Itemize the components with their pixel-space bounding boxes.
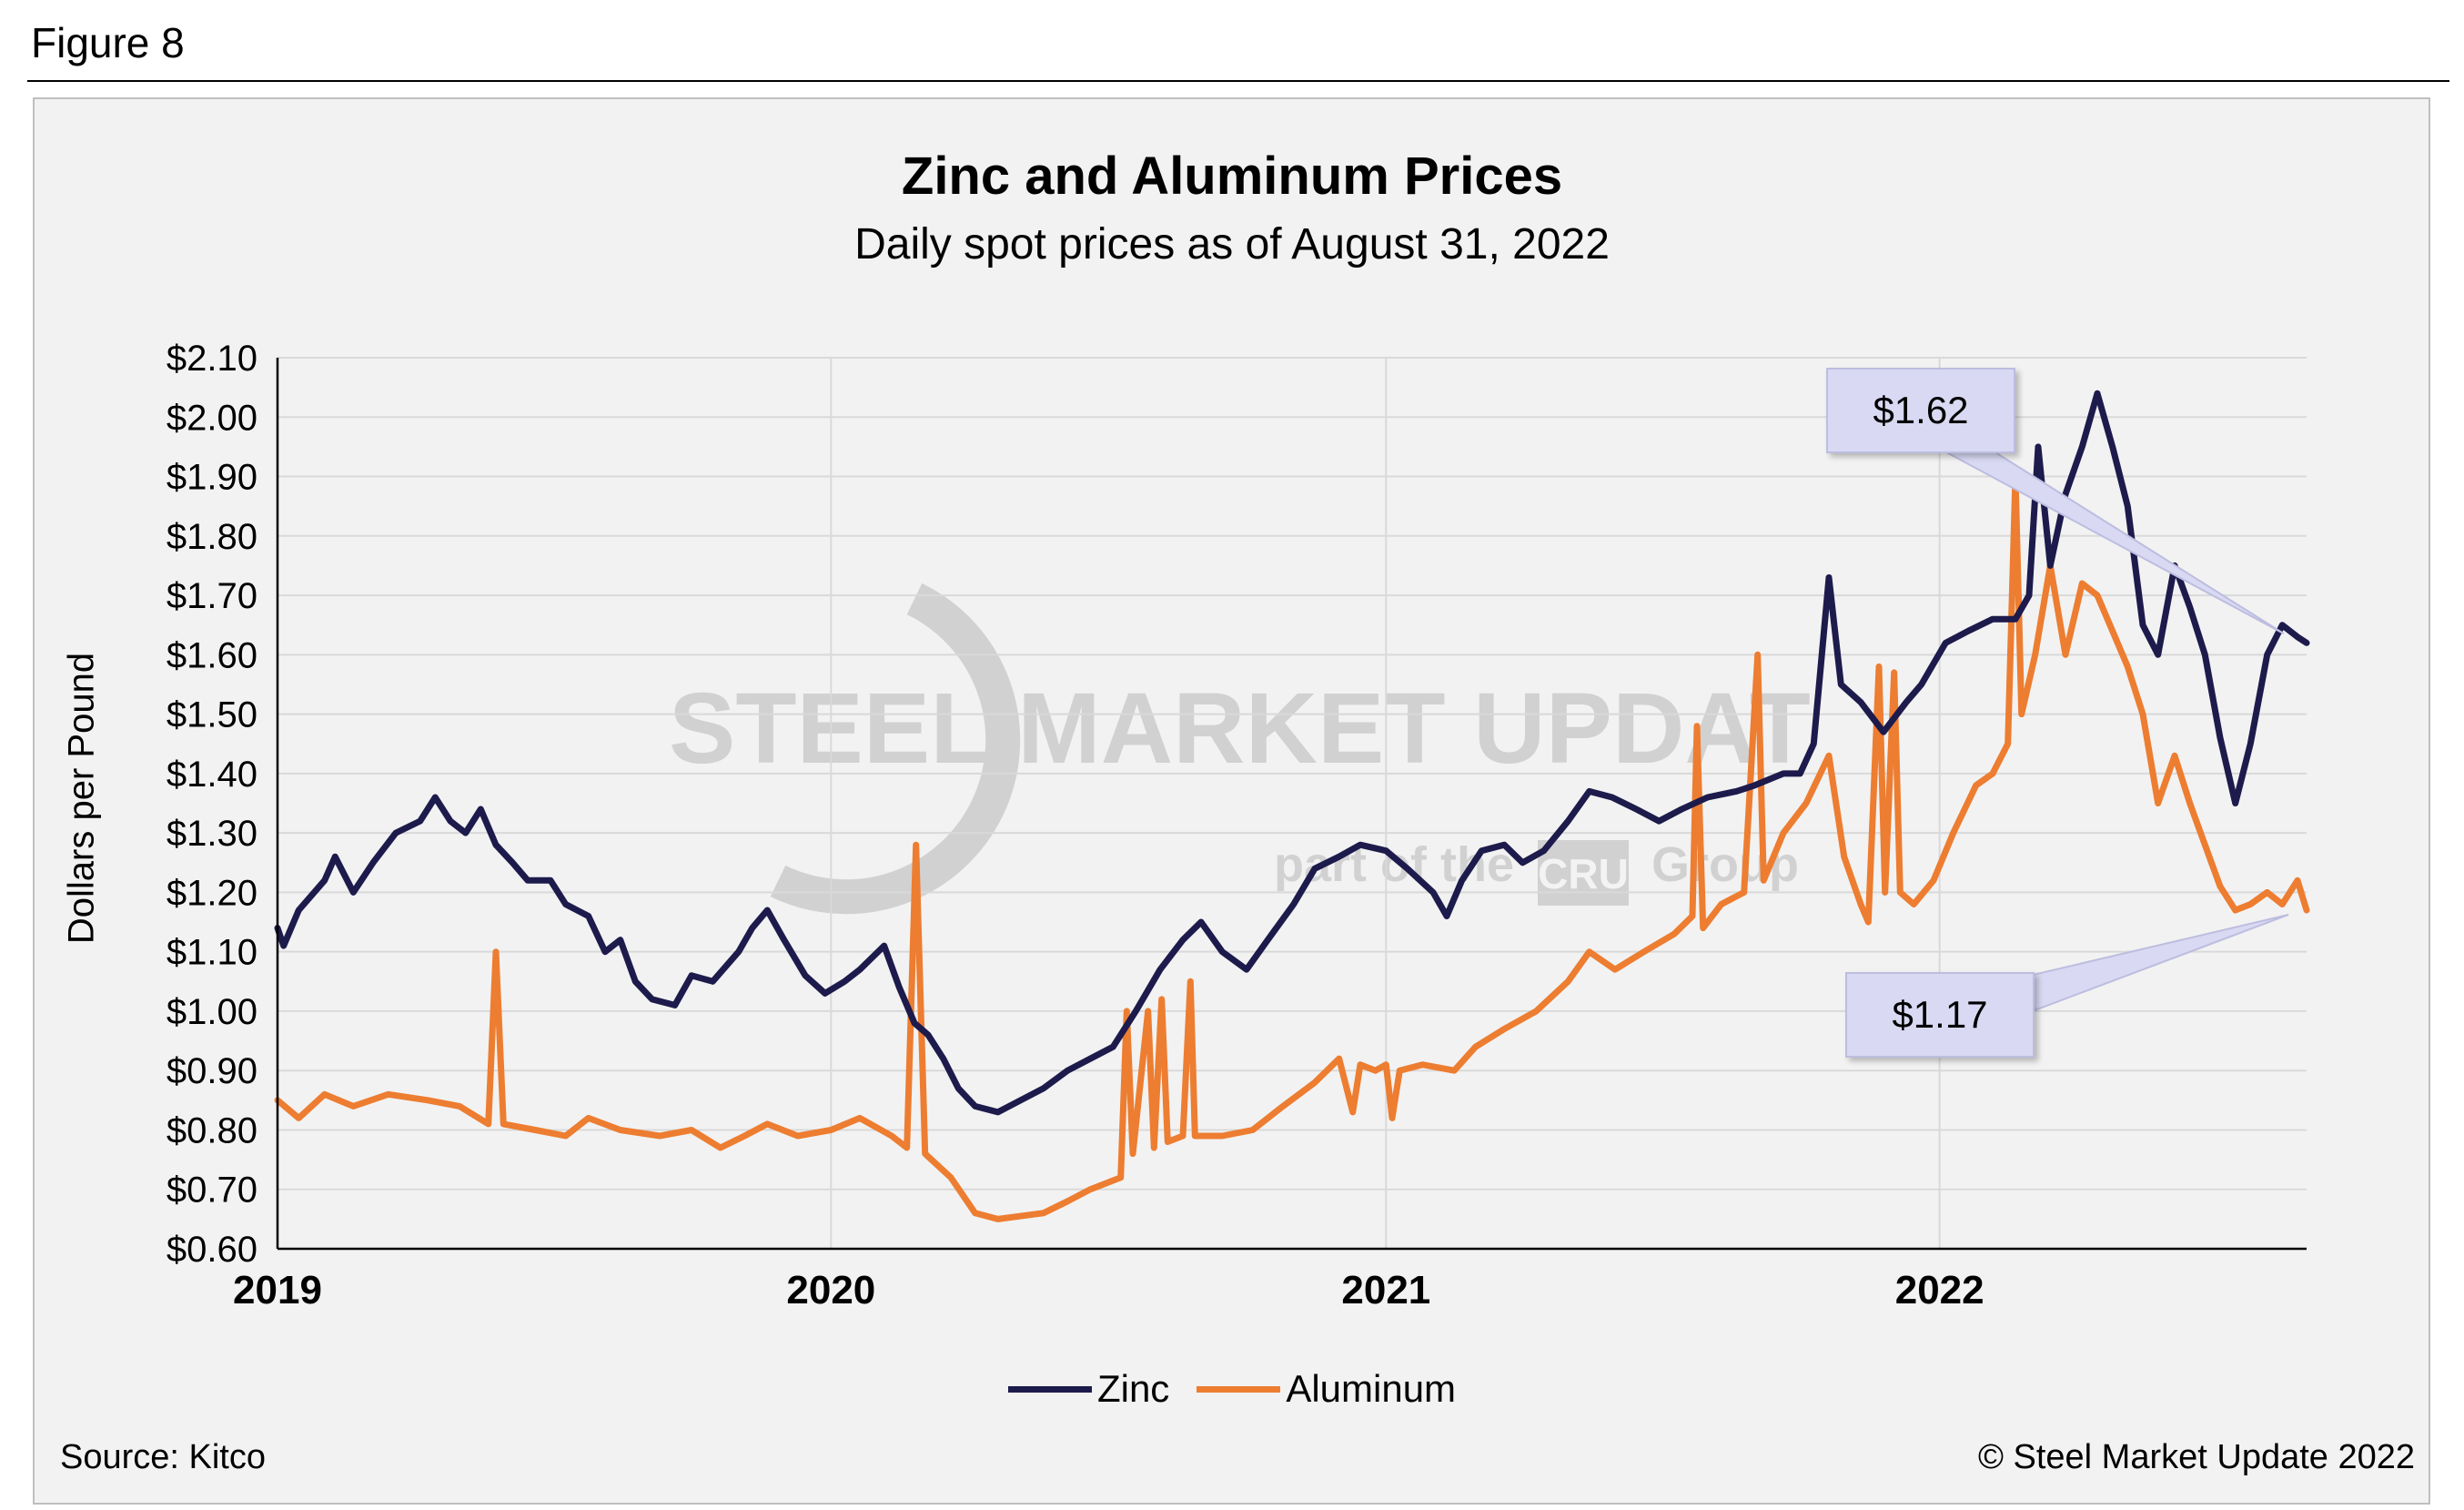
copyright-note: © Steel Market Update 2022 bbox=[1977, 1438, 2415, 1476]
x-tick-label: 2020 bbox=[786, 1268, 875, 1312]
x-tick-label: 2022 bbox=[1895, 1268, 1984, 1312]
y-tick-label: $1.90 bbox=[167, 458, 258, 498]
y-tick-label: $1.70 bbox=[167, 576, 258, 616]
y-tick-label: $1.30 bbox=[167, 814, 258, 854]
chart-title: Zinc and Aluminum Prices bbox=[901, 147, 1563, 206]
legend-item-aluminum: Aluminum bbox=[1197, 1367, 1456, 1411]
legend-label-aluminum: Aluminum bbox=[1286, 1367, 1457, 1410]
figure-label: Figure 8 bbox=[31, 19, 185, 66]
legend-swatch-aluminum bbox=[1197, 1385, 1281, 1393]
watermark-group: Group bbox=[1651, 837, 1799, 892]
y-tick-label: $1.60 bbox=[167, 635, 258, 675]
y-tick-label: $1.20 bbox=[167, 873, 258, 913]
y-tick-label: $2.00 bbox=[167, 398, 258, 438]
x-tick-label: 2021 bbox=[1341, 1268, 1430, 1312]
legend: Zinc Aluminum bbox=[0, 1367, 2464, 1411]
series-line-aluminum bbox=[274, 473, 2310, 1222]
legend-item-zinc: Zinc bbox=[1007, 1367, 1170, 1411]
legend-swatch-zinc bbox=[1007, 1385, 1092, 1393]
y-tick-label: $1.40 bbox=[167, 755, 258, 795]
y-tick-label: $1.10 bbox=[167, 933, 258, 973]
watermark-text: STEEL MARKET UPDATE bbox=[669, 673, 1815, 785]
chart-subtitle: Daily spot prices as of August 31, 2022 bbox=[854, 220, 1610, 269]
y-tick-label: $1.00 bbox=[167, 992, 258, 1032]
callout-zinc-last-value: $1.62 bbox=[1826, 368, 2015, 453]
series-line-zinc bbox=[274, 390, 2310, 1116]
watermark-brand: CRU bbox=[1538, 850, 1629, 897]
y-tick-label: $0.60 bbox=[167, 1230, 258, 1270]
y-tick-label: $0.80 bbox=[167, 1110, 258, 1150]
top-rule bbox=[27, 80, 2449, 82]
callout-connector-aluminum bbox=[2027, 914, 2289, 1012]
y-tick-label: $2.10 bbox=[167, 339, 258, 379]
source-note: Source: Kitco bbox=[60, 1438, 266, 1476]
x-tick-label: 2019 bbox=[233, 1268, 322, 1312]
legend-label-zinc: Zinc bbox=[1096, 1367, 1170, 1410]
y-tick-label: $1.50 bbox=[167, 695, 258, 735]
watermark-logo: STEEL MARKET UPDATE part of the CRU Grou… bbox=[669, 583, 1815, 915]
y-tick-label: $0.70 bbox=[167, 1171, 258, 1211]
y-tick-label: $0.90 bbox=[167, 1051, 258, 1091]
callout-aluminum-last-value: $1.17 bbox=[1845, 972, 2035, 1058]
y-tick-label: $1.80 bbox=[167, 517, 258, 557]
